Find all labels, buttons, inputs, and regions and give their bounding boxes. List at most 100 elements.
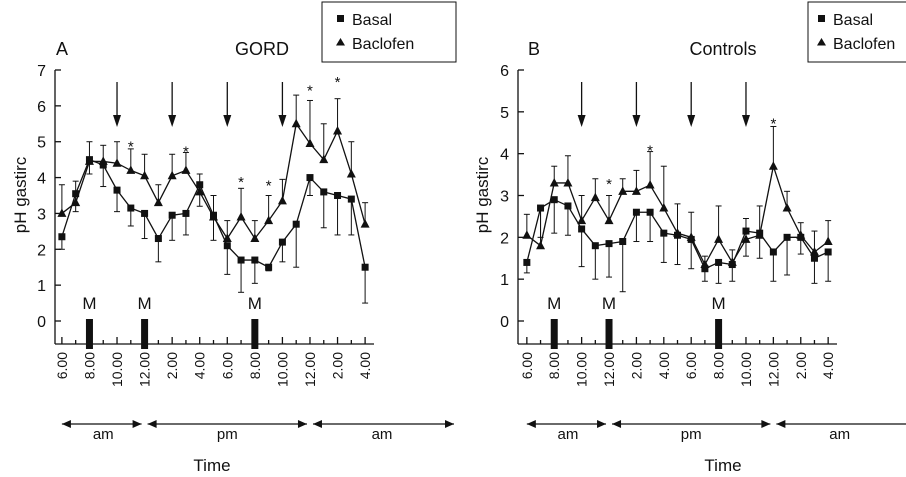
x-tick-label: 12.00 xyxy=(137,352,153,387)
panel-controls: B Controls pH gastirc Time Basal Baclofe… xyxy=(473,1,906,475)
data-point-baclofen xyxy=(209,212,218,221)
period-arrowhead-left xyxy=(612,420,622,428)
y-tick-label: 1 xyxy=(500,272,509,289)
data-point-baclofen xyxy=(522,230,532,239)
data-point-basal xyxy=(824,248,832,256)
legend-marker-baclofen xyxy=(817,38,826,46)
x-tick-label: 6.00 xyxy=(219,352,235,379)
data-point-baclofen xyxy=(563,177,573,187)
data-point-baclofen xyxy=(264,215,274,225)
period-label: am xyxy=(558,426,579,443)
x-tick-label: 8.00 xyxy=(247,352,263,379)
data-point-baclofen xyxy=(686,232,696,241)
period-label: am xyxy=(829,426,850,443)
significance-star: * xyxy=(335,74,341,91)
y-tick-label: 5 xyxy=(500,105,509,122)
dose-arrow-head xyxy=(223,115,232,127)
data-point-basal xyxy=(619,238,627,246)
data-point-baclofen xyxy=(291,118,301,128)
data-point-baclofen xyxy=(236,212,246,221)
data-point-baclofen xyxy=(782,203,792,212)
data-point-basal xyxy=(306,174,314,182)
legend-label-basal: Basal xyxy=(833,12,873,29)
period-arrowhead-right xyxy=(445,420,454,428)
data-point-basal xyxy=(660,229,668,237)
data-point-baclofen xyxy=(796,230,806,239)
meal-label: M xyxy=(138,294,152,313)
dose-arrow-head xyxy=(577,115,586,127)
data-point-basal xyxy=(347,195,355,203)
significance-star: * xyxy=(307,83,313,100)
data-point-basal xyxy=(251,256,259,264)
data-point-basal xyxy=(605,240,613,248)
x-tick-label: 2.00 xyxy=(793,352,809,379)
x-tick-label: 6.00 xyxy=(54,352,70,379)
period-arrowhead-left xyxy=(61,420,71,428)
meal-bar xyxy=(550,319,558,349)
x-tick-label: 10.00 xyxy=(274,352,290,387)
meal-label: M xyxy=(248,294,262,313)
y-axis-label: pH gastirc xyxy=(473,156,492,233)
data-point-basal xyxy=(58,233,66,241)
x-tick-label: 10.00 xyxy=(738,352,754,387)
data-point-baclofen xyxy=(319,154,329,164)
data-point-basal xyxy=(783,233,791,241)
dose-arrow-head xyxy=(168,115,177,127)
x-tick-label: 8.00 xyxy=(546,352,562,379)
data-point-baclofen xyxy=(741,234,751,243)
y-tick-label: 2 xyxy=(37,242,46,259)
legend xyxy=(321,1,457,63)
data-point-baclofen xyxy=(181,165,191,174)
data-point-basal xyxy=(154,235,162,243)
data-point-basal xyxy=(182,209,190,217)
y-axis-label: pH gastirc xyxy=(11,156,30,233)
data-point-baclofen xyxy=(57,208,67,217)
data-point-baclofen xyxy=(604,215,614,225)
meal-bar xyxy=(715,319,723,349)
meal-label: M xyxy=(712,294,726,313)
data-point-baclofen xyxy=(549,177,559,187)
significance-star: * xyxy=(606,176,612,193)
legend-marker-basal xyxy=(818,15,825,22)
x-tick-label: 4.00 xyxy=(192,352,208,379)
data-point-basal xyxy=(646,208,654,216)
y-tick-label: 2 xyxy=(500,230,509,247)
data-point-baclofen xyxy=(346,168,356,178)
data-point-baclofen xyxy=(140,170,150,180)
y-tick-label: 3 xyxy=(500,189,509,206)
x-tick-label: 4.00 xyxy=(357,352,373,379)
data-point-baclofen xyxy=(727,257,737,266)
period-arrowhead-left xyxy=(776,420,786,428)
y-tick-label: 0 xyxy=(500,314,509,331)
x-tick-label: 6.00 xyxy=(519,352,535,379)
period-label: am xyxy=(372,426,393,443)
data-point-baclofen xyxy=(590,192,600,202)
data-point-baclofen xyxy=(360,219,370,228)
data-point-baclofen xyxy=(71,197,81,207)
chart-title: Controls xyxy=(689,39,756,59)
x-tick-label: 2.00 xyxy=(164,352,180,379)
data-point-baclofen xyxy=(645,180,655,189)
data-point-baclofen xyxy=(153,197,163,207)
x-tick-label: 6.00 xyxy=(683,352,699,379)
x-tick-label: 2.00 xyxy=(330,352,346,379)
data-point-basal xyxy=(320,188,328,196)
meal-label: M xyxy=(547,294,561,313)
x-axis-label: Time xyxy=(704,456,741,475)
data-point-baclofen xyxy=(768,161,778,170)
data-point-baclofen xyxy=(305,138,315,148)
data-point-baclofen xyxy=(333,125,343,135)
meal-bar xyxy=(251,319,259,349)
y-tick-label: 1 xyxy=(37,278,46,295)
dose-arrow-head xyxy=(741,115,750,127)
significance-star: * xyxy=(770,115,776,132)
data-point-basal xyxy=(715,258,723,266)
panel-gord: A GORD pH gastirc Time Basal Baclofen 0 1… xyxy=(11,1,457,475)
data-point-baclofen xyxy=(714,234,724,243)
data-point-basal xyxy=(223,242,231,250)
data-point-baclofen xyxy=(673,228,682,237)
period-arrowhead-right xyxy=(132,420,142,428)
significance-star: * xyxy=(238,174,244,191)
data-point-basal xyxy=(578,225,586,233)
data-point-basal xyxy=(127,204,135,212)
